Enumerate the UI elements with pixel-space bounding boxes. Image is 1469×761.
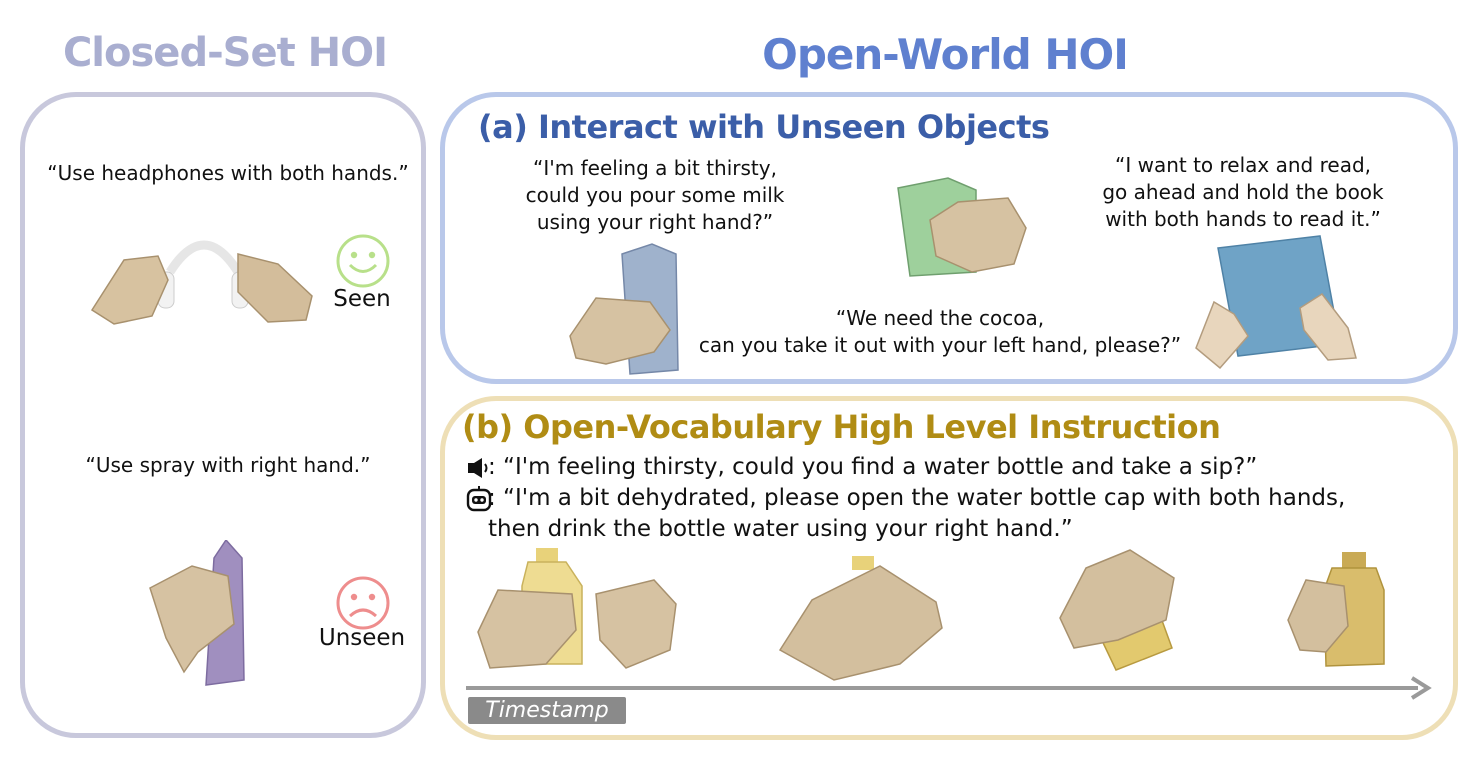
unseen-objects-panel: [440, 92, 1458, 384]
bottle-frame-2-image: [778, 556, 943, 681]
user-dialog-line: : “I'm feeling thirsty, could you find a…: [488, 454, 1258, 480]
bottle-frame-4-image: [1287, 552, 1385, 667]
robot-dialog-line: : “I'm a bit dehydrated, please open the…: [488, 485, 1346, 542]
unseen-label: Unseen: [318, 625, 406, 651]
milk-carton-hand-image: [569, 243, 679, 375]
headphones-hands-image: [90, 240, 313, 325]
robot-icon: [466, 486, 492, 512]
seen-label: Seen: [333, 286, 391, 312]
sad-face-icon: [336, 576, 390, 630]
bottle-frame-1-image: [477, 548, 677, 669]
book-instruction: “I want to relax and read, go ahead and …: [1102, 153, 1384, 231]
section-b-title: (b) Open-Vocabulary High Level Instructi…: [462, 408, 1221, 446]
closed-set-panel: [20, 92, 426, 738]
closed-set-title: Closed-Set HOI: [62, 30, 388, 76]
seen-instruction: “Use headphones with both hands.”: [47, 161, 409, 185]
unseen-instruction: “Use spray with right hand.”: [85, 453, 371, 477]
sponge-hand-image: [897, 177, 1027, 277]
timestamp-label: Timestamp: [468, 697, 626, 724]
bottle-frame-3-image: [1059, 549, 1175, 671]
book-hands-image: [1195, 235, 1357, 370]
milk-instruction: “I'm feeling a bit thirsty, could you po…: [525, 156, 785, 234]
spray-hand-image: [149, 540, 245, 686]
cocoa-instruction: “We need the cocoa, can you take it out …: [698, 306, 1182, 357]
section-a-title: (a) Interact with Unseen Objects: [478, 108, 1050, 146]
high-level-instruction-panel: [440, 396, 1458, 740]
open-world-title: Open-World HOI: [762, 30, 1129, 79]
timeline-arrow: [466, 676, 1432, 700]
smiley-face-icon: [336, 234, 390, 288]
speaker-icon: [468, 458, 488, 478]
